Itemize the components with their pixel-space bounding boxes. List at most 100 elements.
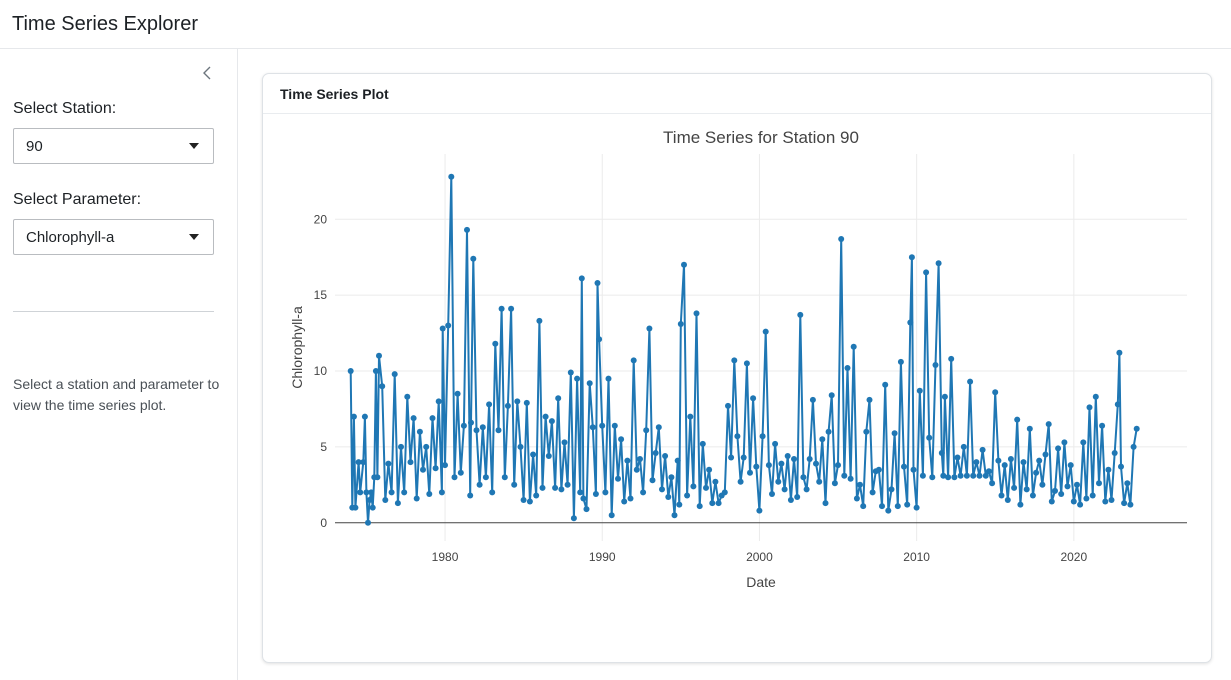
- data-point[interactable]: [476, 481, 483, 488]
- data-point[interactable]: [1080, 439, 1087, 446]
- data-point[interactable]: [725, 402, 731, 409]
- data-point[interactable]: [574, 375, 581, 382]
- data-point[interactable]: [951, 474, 958, 481]
- data-point[interactable]: [646, 325, 653, 332]
- data-point[interactable]: [1077, 501, 1084, 508]
- data-point[interactable]: [372, 368, 379, 374]
- data-point[interactable]: [835, 462, 841, 469]
- data-point[interactable]: [388, 489, 395, 496]
- data-point[interactable]: [435, 398, 442, 405]
- time-series-chart[interactable]: Time Series for Station 90 1980 1990 2000 20…: [263, 114, 1211, 662]
- data-point[interactable]: [442, 462, 448, 469]
- data-point[interactable]: [564, 481, 571, 488]
- data-point[interactable]: [448, 173, 455, 180]
- data-point[interactable]: [888, 486, 895, 493]
- data-point[interactable]: [1108, 497, 1115, 503]
- data-point[interactable]: [699, 440, 706, 447]
- data-point[interactable]: [467, 492, 474, 499]
- data-point[interactable]: [1026, 425, 1033, 432]
- data-point[interactable]: [659, 486, 665, 493]
- data-point[interactable]: [976, 472, 983, 479]
- data-point[interactable]: [831, 480, 838, 487]
- data-point[interactable]: [1083, 495, 1090, 502]
- data-point[interactable]: [853, 495, 860, 502]
- data-point[interactable]: [775, 478, 782, 485]
- data-point[interactable]: [511, 481, 518, 488]
- data-point[interactable]: [866, 396, 873, 403]
- data-point[interactable]: [382, 497, 389, 503]
- data-point[interactable]: [800, 474, 807, 481]
- data-point[interactable]: [960, 443, 967, 450]
- data-point[interactable]: [681, 261, 687, 268]
- data-point[interactable]: [567, 369, 574, 376]
- data-point[interactable]: [945, 474, 952, 481]
- data-point[interactable]: [608, 512, 615, 519]
- data-point[interactable]: [706, 466, 713, 473]
- station-select[interactable]: 90: [13, 128, 214, 164]
- data-point[interactable]: [589, 424, 596, 431]
- data-point[interactable]: [668, 474, 675, 481]
- data-point[interactable]: [489, 489, 496, 496]
- data-point[interactable]: [426, 491, 433, 497]
- data-point[interactable]: [482, 474, 489, 481]
- data-point[interactable]: [1111, 450, 1118, 456]
- data-point[interactable]: [897, 358, 904, 365]
- data-point[interactable]: [404, 393, 411, 400]
- data-point[interactable]: [747, 469, 753, 476]
- data-point[interactable]: [875, 466, 882, 473]
- data-point[interactable]: [486, 401, 493, 408]
- data-point[interactable]: [1114, 401, 1121, 408]
- data-point[interactable]: [985, 468, 992, 475]
- data-point[interactable]: [539, 484, 546, 491]
- data-point[interactable]: [781, 486, 788, 493]
- data-point[interactable]: [954, 454, 961, 461]
- data-point[interactable]: [1029, 492, 1036, 499]
- data-point[interactable]: [995, 457, 1002, 464]
- data-point[interactable]: [583, 506, 590, 513]
- data-point[interactable]: [932, 362, 939, 368]
- data-point[interactable]: [1023, 486, 1030, 493]
- data-point[interactable]: [913, 504, 920, 511]
- data-point[interactable]: [401, 489, 408, 496]
- data-point[interactable]: [1039, 481, 1046, 488]
- data-point[interactable]: [737, 478, 744, 485]
- data-point[interactable]: [674, 457, 681, 464]
- data-point[interactable]: [577, 489, 584, 496]
- data-point[interactable]: [709, 500, 716, 507]
- data-point[interactable]: [580, 495, 587, 502]
- data-point[interactable]: [398, 443, 404, 450]
- data-point[interactable]: [1042, 451, 1049, 458]
- data-point[interactable]: [640, 489, 647, 496]
- data-point[interactable]: [891, 430, 898, 437]
- data-point[interactable]: [1105, 466, 1112, 473]
- data-point[interactable]: [1102, 498, 1109, 505]
- data-point[interactable]: [676, 501, 683, 508]
- data-point[interactable]: [894, 503, 901, 510]
- data-point[interactable]: [630, 357, 637, 364]
- data-point[interactable]: [1121, 500, 1128, 507]
- data-point[interactable]: [750, 395, 757, 402]
- data-point[interactable]: [363, 489, 370, 496]
- data-point[interactable]: [1055, 445, 1062, 452]
- data-point[interactable]: [948, 355, 955, 362]
- data-point[interactable]: [662, 453, 669, 459]
- data-point[interactable]: [753, 463, 760, 470]
- data-point[interactable]: [825, 428, 832, 435]
- data-point[interactable]: [740, 454, 747, 461]
- data-point[interactable]: [794, 494, 801, 500]
- data-point[interactable]: [533, 492, 540, 499]
- data-point[interactable]: [410, 415, 417, 422]
- data-point[interactable]: [555, 395, 562, 402]
- data-point[interactable]: [355, 459, 362, 466]
- data-point[interactable]: [1045, 421, 1052, 428]
- data-point[interactable]: [498, 305, 505, 312]
- data-point[interactable]: [517, 443, 524, 450]
- data-point[interactable]: [416, 428, 423, 435]
- data-point[interactable]: [963, 472, 970, 479]
- data-point[interactable]: [520, 497, 527, 503]
- data-point[interactable]: [504, 402, 511, 409]
- data-point[interactable]: [652, 450, 659, 456]
- data-point[interactable]: [772, 440, 779, 447]
- data-point[interactable]: [391, 371, 398, 378]
- data-point[interactable]: [935, 260, 942, 267]
